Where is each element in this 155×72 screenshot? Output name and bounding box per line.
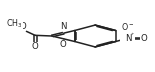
- Text: O: O: [141, 34, 147, 43]
- Text: N: N: [60, 22, 66, 31]
- Text: O: O: [32, 42, 38, 51]
- Text: $^+$: $^+$: [130, 32, 135, 37]
- Text: O: O: [60, 40, 66, 49]
- Text: O: O: [19, 22, 26, 31]
- Text: N: N: [125, 34, 131, 43]
- Text: CH$_3$: CH$_3$: [6, 18, 23, 30]
- Text: O$^-$: O$^-$: [121, 21, 134, 32]
